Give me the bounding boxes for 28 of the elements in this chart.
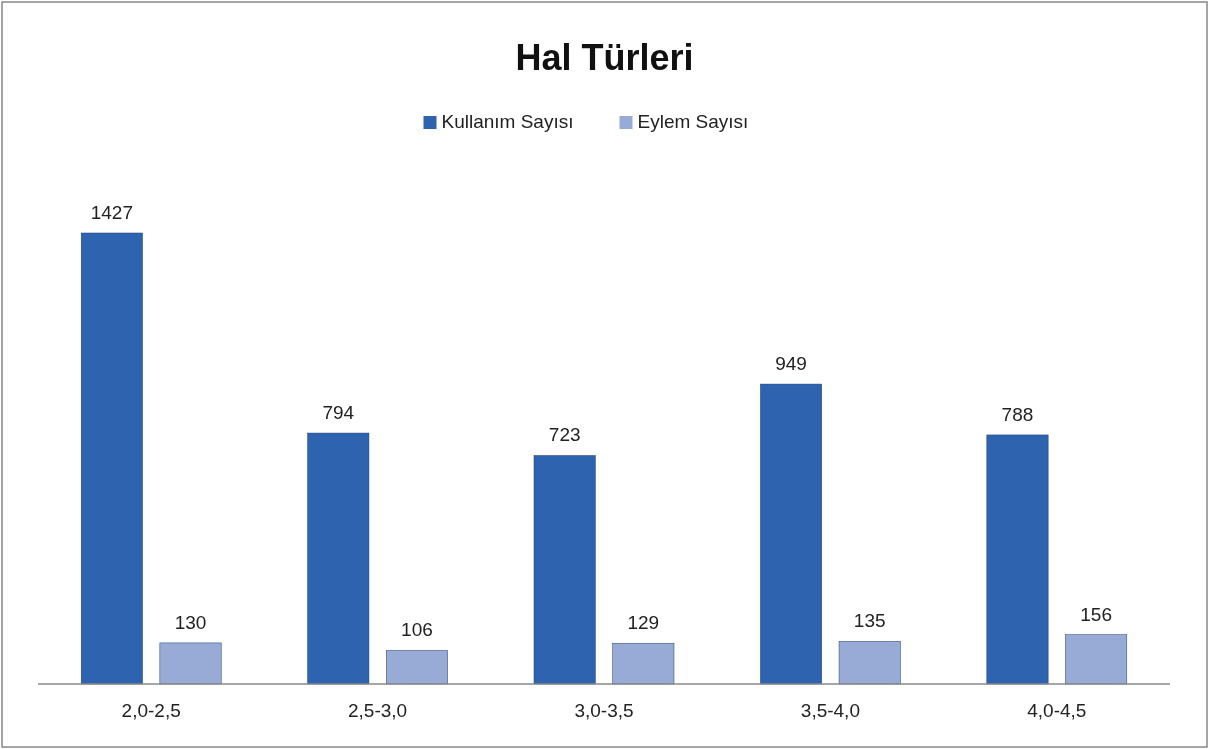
- bar: [307, 432, 370, 685]
- legend-label: Eylem Sayısı: [637, 111, 749, 132]
- x-tick-label: 4,0-4,5: [1027, 700, 1087, 721]
- data-label: 723: [548, 424, 581, 446]
- data-label: 106: [401, 619, 433, 641]
- data-label: 794: [322, 402, 355, 424]
- data-label: 1427: [90, 202, 134, 223]
- data-label: 129: [627, 612, 660, 634]
- x-tick-label: 3,0-3,5: [574, 700, 634, 721]
- data-label: 130: [174, 611, 207, 633]
- x-tick-label: 2,5-3,0: [348, 700, 408, 721]
- chart-title: Hal Türleri: [515, 37, 694, 78]
- legend-label: Kullanım Sayısı: [441, 111, 574, 132]
- data-label: 135: [853, 610, 886, 632]
- data-label: 156: [1080, 603, 1112, 625]
- bar: [159, 642, 222, 685]
- x-tick-label: 3,5-4,0: [800, 700, 860, 721]
- x-tick-label: 2,0-2,5: [121, 700, 181, 721]
- bar: [1065, 634, 1128, 685]
- bar: [386, 650, 448, 685]
- bar: [760, 383, 822, 685]
- bar: [986, 434, 1049, 685]
- data-label: 949: [775, 353, 807, 375]
- bar: [612, 642, 675, 685]
- bar: [533, 455, 596, 685]
- data-label: 788: [1001, 403, 1034, 425]
- bar: [80, 232, 143, 685]
- bar: [838, 641, 901, 685]
